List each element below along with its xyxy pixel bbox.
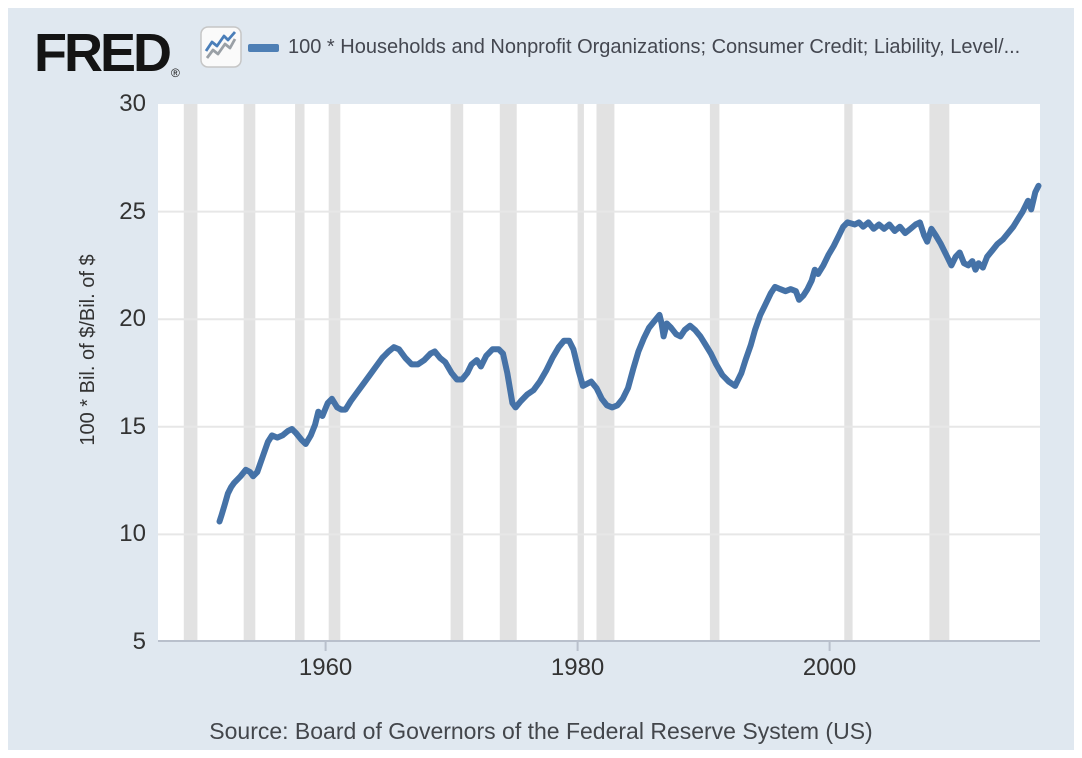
- plot-area[interactable]: [158, 104, 1042, 651]
- y-axis-tick-label: 5: [132, 628, 146, 655]
- x-axis-tick-label: 2000: [802, 654, 857, 681]
- recession-band: [450, 104, 464, 642]
- icon-blue-line: [204, 31, 237, 52]
- recession-band: [295, 104, 305, 642]
- series-title: 100 * Households and Nonprofit Organizat…: [288, 36, 1021, 58]
- graph-canvas: FRED ® 100 * Households and Nonprofit Org…: [8, 8, 1074, 750]
- recession-band: [929, 104, 950, 642]
- fred-sparkline-icon: [200, 26, 242, 68]
- recession-band: [596, 104, 615, 642]
- fred-logo[interactable]: FRED ®: [34, 22, 180, 83]
- registered-trademark-mark: ®: [171, 66, 180, 80]
- y-axis-tick-label: 25: [119, 197, 146, 225]
- y-axis-title: 100 * Bil. of $/Bil. of $: [77, 254, 99, 446]
- x-axis-tick-label: 1980: [550, 654, 605, 681]
- source-text: Source: Board of Governors of the Federa…: [209, 718, 873, 744]
- x-axis-tick-label: 1960: [298, 654, 353, 681]
- icon-gray-line: [205, 38, 237, 59]
- data-line: [216, 182, 1042, 525]
- fred-logo-text: FRED: [34, 23, 172, 83]
- y-axis-tick-label: 15: [119, 412, 146, 440]
- recession-band: [183, 104, 198, 642]
- y-axis-tick-label: 10: [119, 520, 146, 548]
- y-axis-tick-label: 30: [119, 90, 146, 117]
- y-axis-tick-label: 20: [119, 305, 146, 333]
- recession-band: [243, 104, 256, 642]
- recession-band: [844, 104, 853, 642]
- legend-line-swatch: [248, 44, 279, 52]
- recession-band: [709, 104, 720, 642]
- recession-band: [328, 104, 341, 642]
